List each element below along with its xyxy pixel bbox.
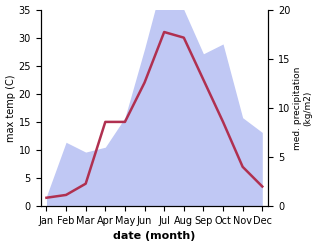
X-axis label: date (month): date (month): [113, 231, 196, 242]
Y-axis label: max temp (C): max temp (C): [5, 74, 16, 142]
Y-axis label: med. precipitation
(kg/m2): med. precipitation (kg/m2): [293, 66, 313, 149]
